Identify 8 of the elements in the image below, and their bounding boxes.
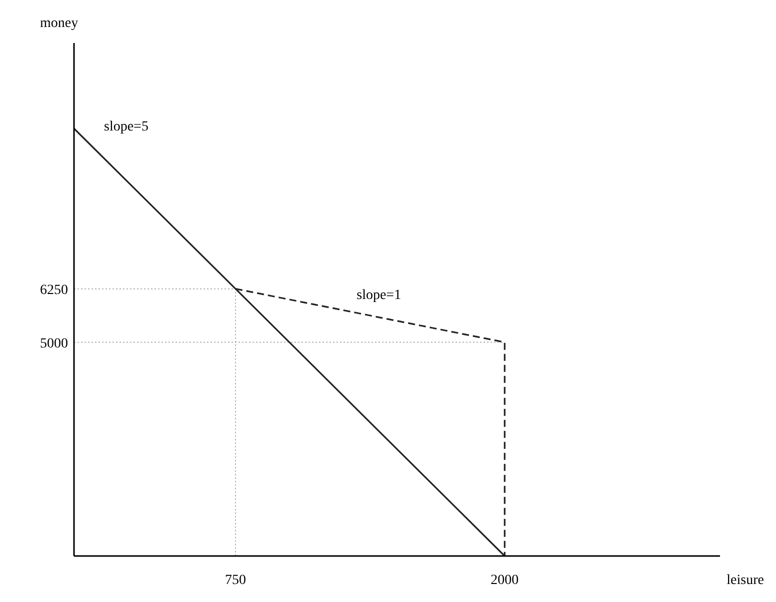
x-axis-title: leisure <box>726 573 764 588</box>
annotation: slope=5 <box>104 120 148 134</box>
y-tick-label: 5000 <box>40 336 68 352</box>
x-tick-label: 2000 <box>490 573 519 588</box>
x-tick-label: 750 <box>225 573 246 588</box>
y-axis-title: money <box>40 16 78 31</box>
annotation: slope=1 <box>356 288 402 303</box>
y-tick-label: 6250 <box>40 282 68 298</box>
